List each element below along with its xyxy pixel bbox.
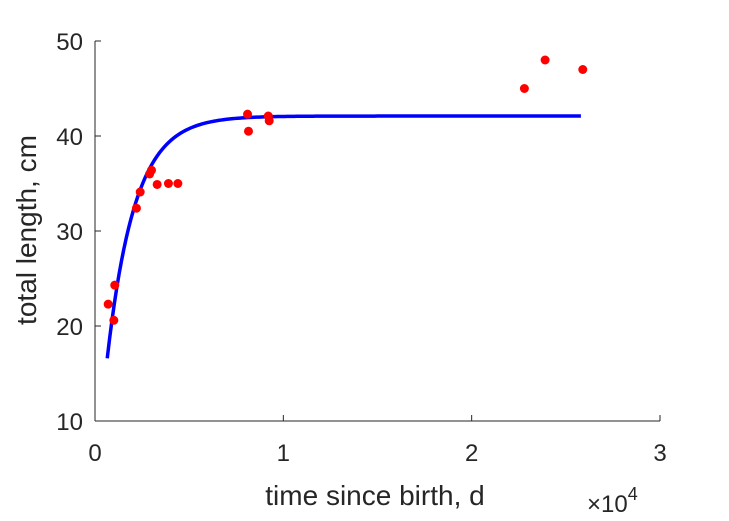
data-point — [135, 187, 145, 197]
data-point — [173, 179, 183, 188]
y-tick-label: 40 — [56, 124, 83, 151]
fitted-growth-curve — [105, 114, 581, 359]
data-point — [243, 126, 253, 136]
tick-labels: 0 1 2 3 10 20 30 40 50 — [56, 29, 666, 467]
y-tick-label: 20 — [56, 314, 83, 341]
data-point — [131, 203, 141, 213]
plot-area — [103, 55, 588, 359]
x-axis-exponent: ×104 — [587, 484, 638, 518]
data-point — [110, 280, 120, 290]
data-point — [152, 179, 162, 189]
x-axis-label: time since birth, d — [265, 480, 484, 511]
axes — [94, 40, 661, 422]
y-tick-label: 30 — [56, 219, 83, 246]
x-tick-label: 3 — [653, 440, 666, 467]
data-point — [103, 299, 113, 309]
data-point — [540, 55, 550, 65]
data-point — [264, 116, 274, 126]
data-point — [147, 165, 156, 175]
data-point — [109, 315, 119, 325]
y-tick-label: 50 — [56, 29, 83, 56]
y-axis-label: total length, cm — [11, 135, 42, 325]
x-tick-label: 0 — [88, 440, 101, 467]
x-axis-exponent-power: 4 — [628, 484, 638, 504]
x-tick-label: 2 — [465, 440, 478, 467]
data-point — [163, 179, 173, 188]
x-axis-exponent-base: ×10 — [587, 491, 628, 518]
data-point — [578, 65, 588, 74]
data-point — [243, 109, 253, 119]
y-tick-label: 10 — [56, 409, 83, 436]
data-point — [519, 84, 529, 93]
x-tick-label: 1 — [277, 440, 290, 467]
